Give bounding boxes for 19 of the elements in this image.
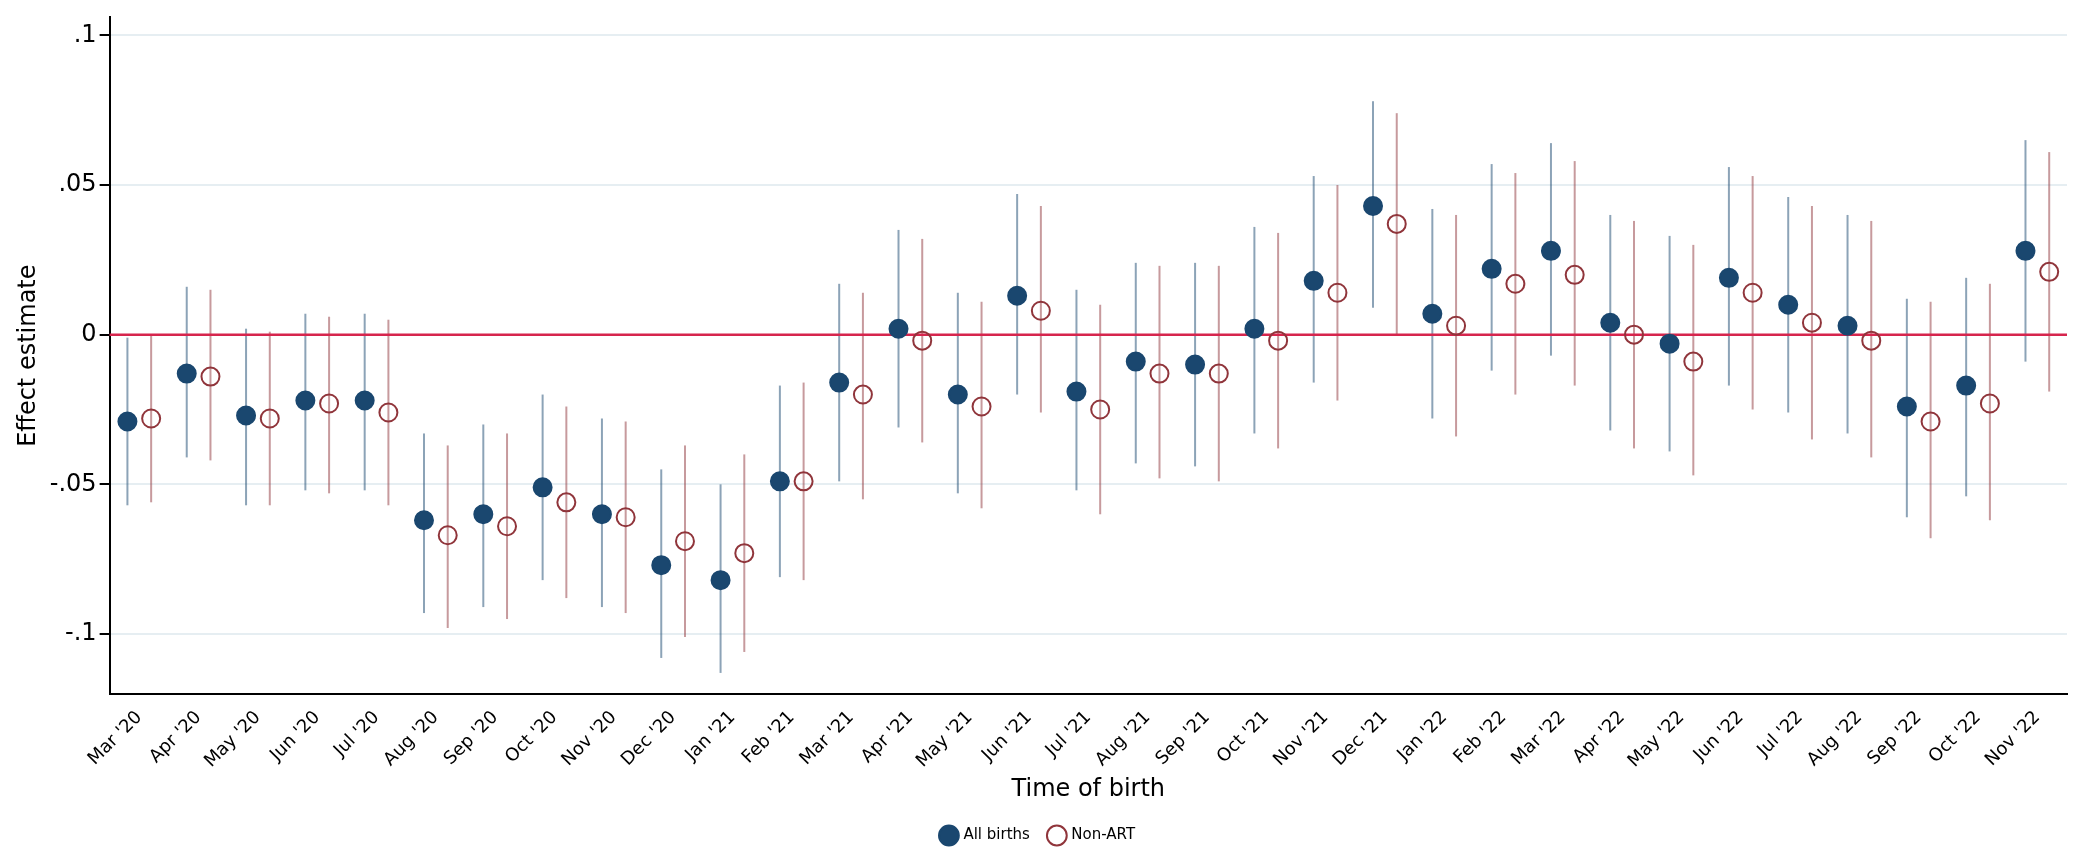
x-tick-label: Jun '21 xyxy=(975,705,1036,765)
y-tick-label: .1 xyxy=(73,19,97,48)
y-tick-label: -.05 xyxy=(49,468,97,497)
y-tick-label: .05 xyxy=(58,169,97,198)
x-tick-label: Jan '22 xyxy=(1391,705,1451,765)
legend-label: Non-ART xyxy=(1071,825,1136,844)
x-tick-label: Mar '20 xyxy=(82,705,146,769)
x-tick-label: Jun '22 xyxy=(1687,705,1747,765)
x-tick-label: Jul '21 xyxy=(1039,705,1095,761)
x-tick-label: Sep '21 xyxy=(1150,705,1214,769)
x-axis-title: Time of birth xyxy=(1010,773,1166,802)
legend-label: All births xyxy=(963,825,1031,844)
y-tick-label: 0 xyxy=(81,318,97,347)
x-tick-label: Jan '21 xyxy=(679,705,739,765)
y-tick-label: -.1 xyxy=(65,618,97,647)
x-tick-label: Sep '20 xyxy=(438,705,502,769)
x-tick-label: Jun '20 xyxy=(264,705,324,765)
x-tick-label: Jul '20 xyxy=(328,705,383,761)
y-axis-title: Effect estimate xyxy=(12,264,41,447)
